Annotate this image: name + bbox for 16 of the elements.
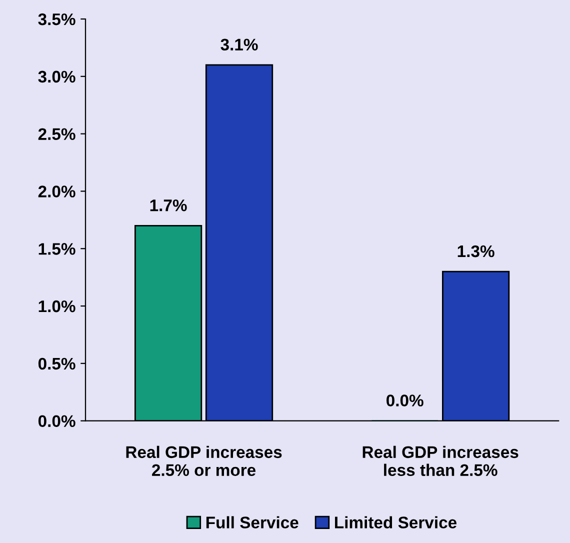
- y-tick-label: 2.5%: [38, 128, 76, 140]
- y-tick-label: 3.5%: [38, 13, 76, 26]
- legend-label: Limited Service: [335, 516, 457, 528]
- y-tick-label: 0.0%: [38, 415, 76, 428]
- y-tick-label: 1.0%: [38, 300, 76, 312]
- x-tick-label: Real GDP increases 2.5% or more: [126, 446, 282, 476]
- legend-label: Full Service: [206, 516, 298, 528]
- data-label: 0.0%: [386, 394, 424, 406]
- data-label: 1.3%: [458, 245, 494, 258]
- y-tick-label: 3.0%: [38, 70, 76, 83]
- data-label: 3.1%: [220, 38, 258, 51]
- y-tick-label: 2.0%: [38, 186, 76, 198]
- x-tick-label: Real GDP increases less than 2.5%: [362, 446, 518, 476]
- data-label: 1.7%: [150, 199, 187, 212]
- y-tick-label: 0.5%: [38, 358, 76, 370]
- y-tick-label: 1.5%: [38, 243, 76, 255]
